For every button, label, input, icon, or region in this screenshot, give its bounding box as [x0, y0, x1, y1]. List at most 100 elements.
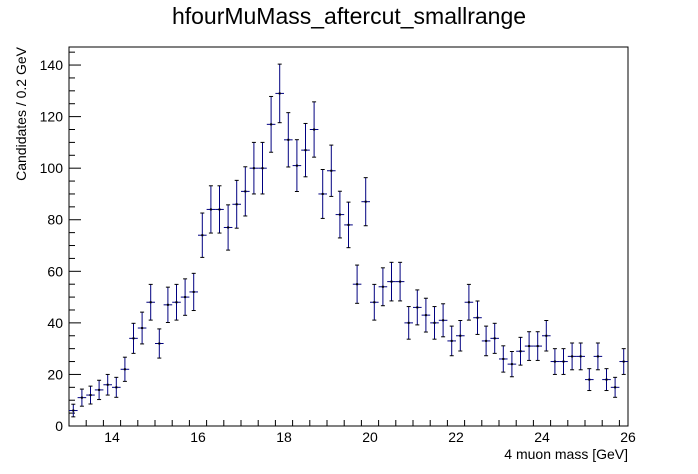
- data-point: [507, 350, 517, 378]
- data-point: [335, 190, 345, 239]
- axis-ticks: [68, 51, 620, 427]
- point-marker: [175, 301, 178, 304]
- point-marker: [313, 128, 316, 131]
- point-marker: [407, 321, 410, 324]
- point-marker: [244, 190, 247, 193]
- x-tick-label: 20: [362, 429, 378, 445]
- data-point: [524, 331, 534, 361]
- point-marker: [72, 409, 75, 412]
- point-marker: [252, 167, 255, 170]
- x-tick-labels: 14 16 18 20 22 24 26: [104, 429, 636, 445]
- point-marker: [467, 301, 470, 304]
- point-marker: [596, 355, 599, 358]
- point-marker: [80, 396, 83, 399]
- point-marker: [295, 164, 298, 167]
- data-point: [567, 342, 577, 371]
- point-marker: [304, 149, 307, 152]
- point-marker: [459, 334, 462, 337]
- data-point: [490, 322, 499, 354]
- x-axis-label: 4 muon mass [GeV]: [504, 446, 628, 462]
- data-point: [550, 348, 560, 375]
- data-point: [206, 185, 216, 234]
- x-tick-label: 22: [448, 429, 464, 445]
- point-marker: [141, 327, 144, 330]
- data-point: [430, 306, 439, 340]
- data-point: [301, 122, 310, 178]
- data-point: [77, 388, 87, 407]
- point-marker: [321, 192, 324, 195]
- data-point: [404, 306, 413, 340]
- data-point: [542, 320, 551, 352]
- point-marker: [450, 339, 453, 342]
- x-tick-label: 16: [190, 429, 206, 445]
- data-points: [69, 63, 628, 418]
- data-point: [576, 342, 585, 371]
- point-marker: [622, 360, 625, 363]
- data-point: [344, 201, 353, 249]
- data-point: [120, 356, 130, 382]
- point-marker: [588, 378, 591, 381]
- point-marker: [399, 280, 402, 283]
- y-tick-label: 80: [47, 212, 63, 228]
- point-marker: [416, 306, 419, 309]
- data-point: [481, 325, 491, 357]
- plot-frame: [68, 46, 629, 427]
- point-marker: [149, 301, 152, 304]
- point-marker: [347, 223, 350, 226]
- point-marker: [89, 394, 92, 397]
- y-tick-label: 100: [40, 160, 64, 176]
- point-marker: [115, 386, 118, 389]
- point-marker: [502, 357, 505, 360]
- data-point: [94, 379, 104, 401]
- point-marker: [424, 314, 427, 317]
- data-point: [361, 177, 370, 227]
- x-tick-label: 14: [104, 429, 120, 445]
- chart-title: hfourMuMass_aftercut_smallrange: [172, 3, 526, 29]
- point-marker: [235, 203, 238, 206]
- y-tick-label: 0: [55, 418, 63, 434]
- x-tick-label: 26: [620, 429, 636, 445]
- point-marker: [433, 321, 436, 324]
- point-marker: [510, 363, 513, 366]
- point-marker: [373, 301, 376, 304]
- data-point: [292, 139, 302, 193]
- data-point: [69, 403, 78, 418]
- point-marker: [227, 226, 230, 229]
- data-point: [585, 368, 594, 392]
- point-marker: [338, 213, 341, 216]
- point-marker: [123, 368, 126, 371]
- point-marker: [132, 337, 135, 340]
- data-point: [602, 368, 611, 392]
- data-point: [395, 261, 405, 302]
- data-point: [163, 286, 173, 323]
- x-tick-label: 24: [534, 429, 550, 445]
- point-marker: [553, 360, 556, 363]
- data-point: [103, 373, 112, 396]
- data-point: [559, 348, 568, 375]
- point-marker: [536, 345, 539, 348]
- point-marker: [158, 342, 161, 345]
- data-point: [464, 283, 474, 321]
- data-point: [318, 168, 327, 219]
- data-point: [327, 144, 336, 197]
- point-marker: [562, 360, 565, 363]
- y-axis-label: Candidates / 0.2 GeV: [13, 46, 29, 181]
- data-point: [533, 331, 542, 361]
- data-point: [284, 112, 293, 168]
- point-marker: [278, 92, 281, 95]
- data-point: [610, 376, 620, 398]
- data-point: [266, 95, 276, 153]
- data-point: [275, 63, 284, 124]
- point-marker: [287, 138, 290, 141]
- data-point: [516, 336, 525, 366]
- point-marker: [390, 280, 393, 283]
- point-marker: [579, 355, 582, 358]
- data-point: [241, 166, 250, 217]
- point-marker: [545, 334, 548, 337]
- point-marker: [605, 378, 608, 381]
- point-marker: [356, 283, 359, 286]
- point-marker: [270, 123, 273, 126]
- data-point: [223, 204, 233, 251]
- data-point: [447, 325, 456, 357]
